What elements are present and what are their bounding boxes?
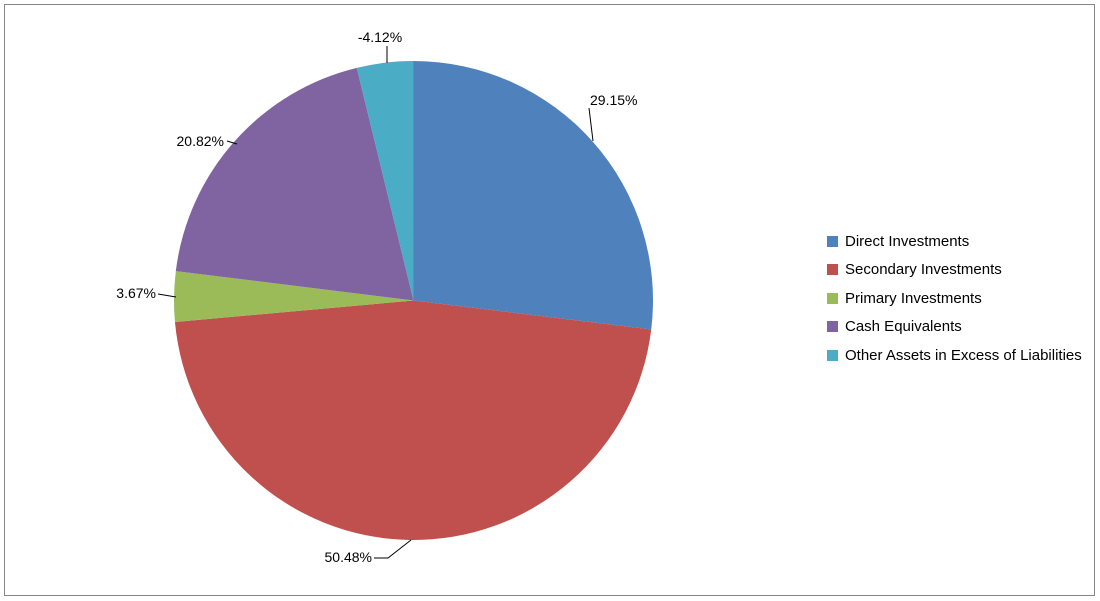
legend-label: Primary Investments <box>845 289 982 307</box>
legend-swatch-cash-equivalents <box>827 321 838 333</box>
legend-swatch-secondary-investments <box>827 264 838 276</box>
legend-item-primary-investments: Primary Investments <box>827 284 1082 313</box>
legend-swatch-primary-investments <box>827 292 838 304</box>
legend-label: Other Assets in Excess of Liabilities <box>845 346 1082 364</box>
pie-slice-cash-equivalents <box>175 67 414 301</box>
pie-slice-primary-investments <box>173 271 414 323</box>
data-label-primary-investments: 3.67% <box>116 285 156 301</box>
legend-swatch-direct-investments <box>827 235 838 247</box>
legend-swatch-other-assets <box>827 349 838 361</box>
legend-item-other-assets: Other Assets in Excess of Liabilities <box>827 341 1082 370</box>
legend-item-cash-equivalents: Cash Equivalents <box>827 313 1082 342</box>
pie-wedges <box>173 61 653 541</box>
pie-slice-secondary-investments <box>174 300 652 541</box>
legend: Direct Investments Secondary Investments… <box>827 227 1082 370</box>
data-label-direct-investments: 29.15% <box>590 92 637 108</box>
data-label-secondary-investments: 50.48% <box>325 549 372 565</box>
data-label-cash-equivalents: 20.82% <box>177 133 224 149</box>
leader-line-primary-investments <box>157 293 177 298</box>
leader-line-cash-equivalents <box>226 140 238 145</box>
legend-label: Secondary Investments <box>845 261 1002 279</box>
legend-label: Direct Investments <box>845 232 970 250</box>
leader-lines <box>157 46 594 559</box>
legend-item-direct-investments: Direct Investments <box>827 227 1082 256</box>
pie-slice-direct-investments <box>413 61 653 330</box>
legend-item-secondary-investments: Secondary Investments <box>827 256 1082 285</box>
leader-line-direct-investments <box>588 107 594 142</box>
pie-slice-other-assets-in-excess-of-liabilities <box>356 61 414 301</box>
data-label-other-assets: -4.12% <box>358 29 402 45</box>
legend-label: Cash Equivalents <box>845 318 962 336</box>
data-labels: 29.15% 50.48% 3.67% 20.82% -4.12% <box>116 29 637 565</box>
leader-line-secondary-investments <box>374 539 412 559</box>
